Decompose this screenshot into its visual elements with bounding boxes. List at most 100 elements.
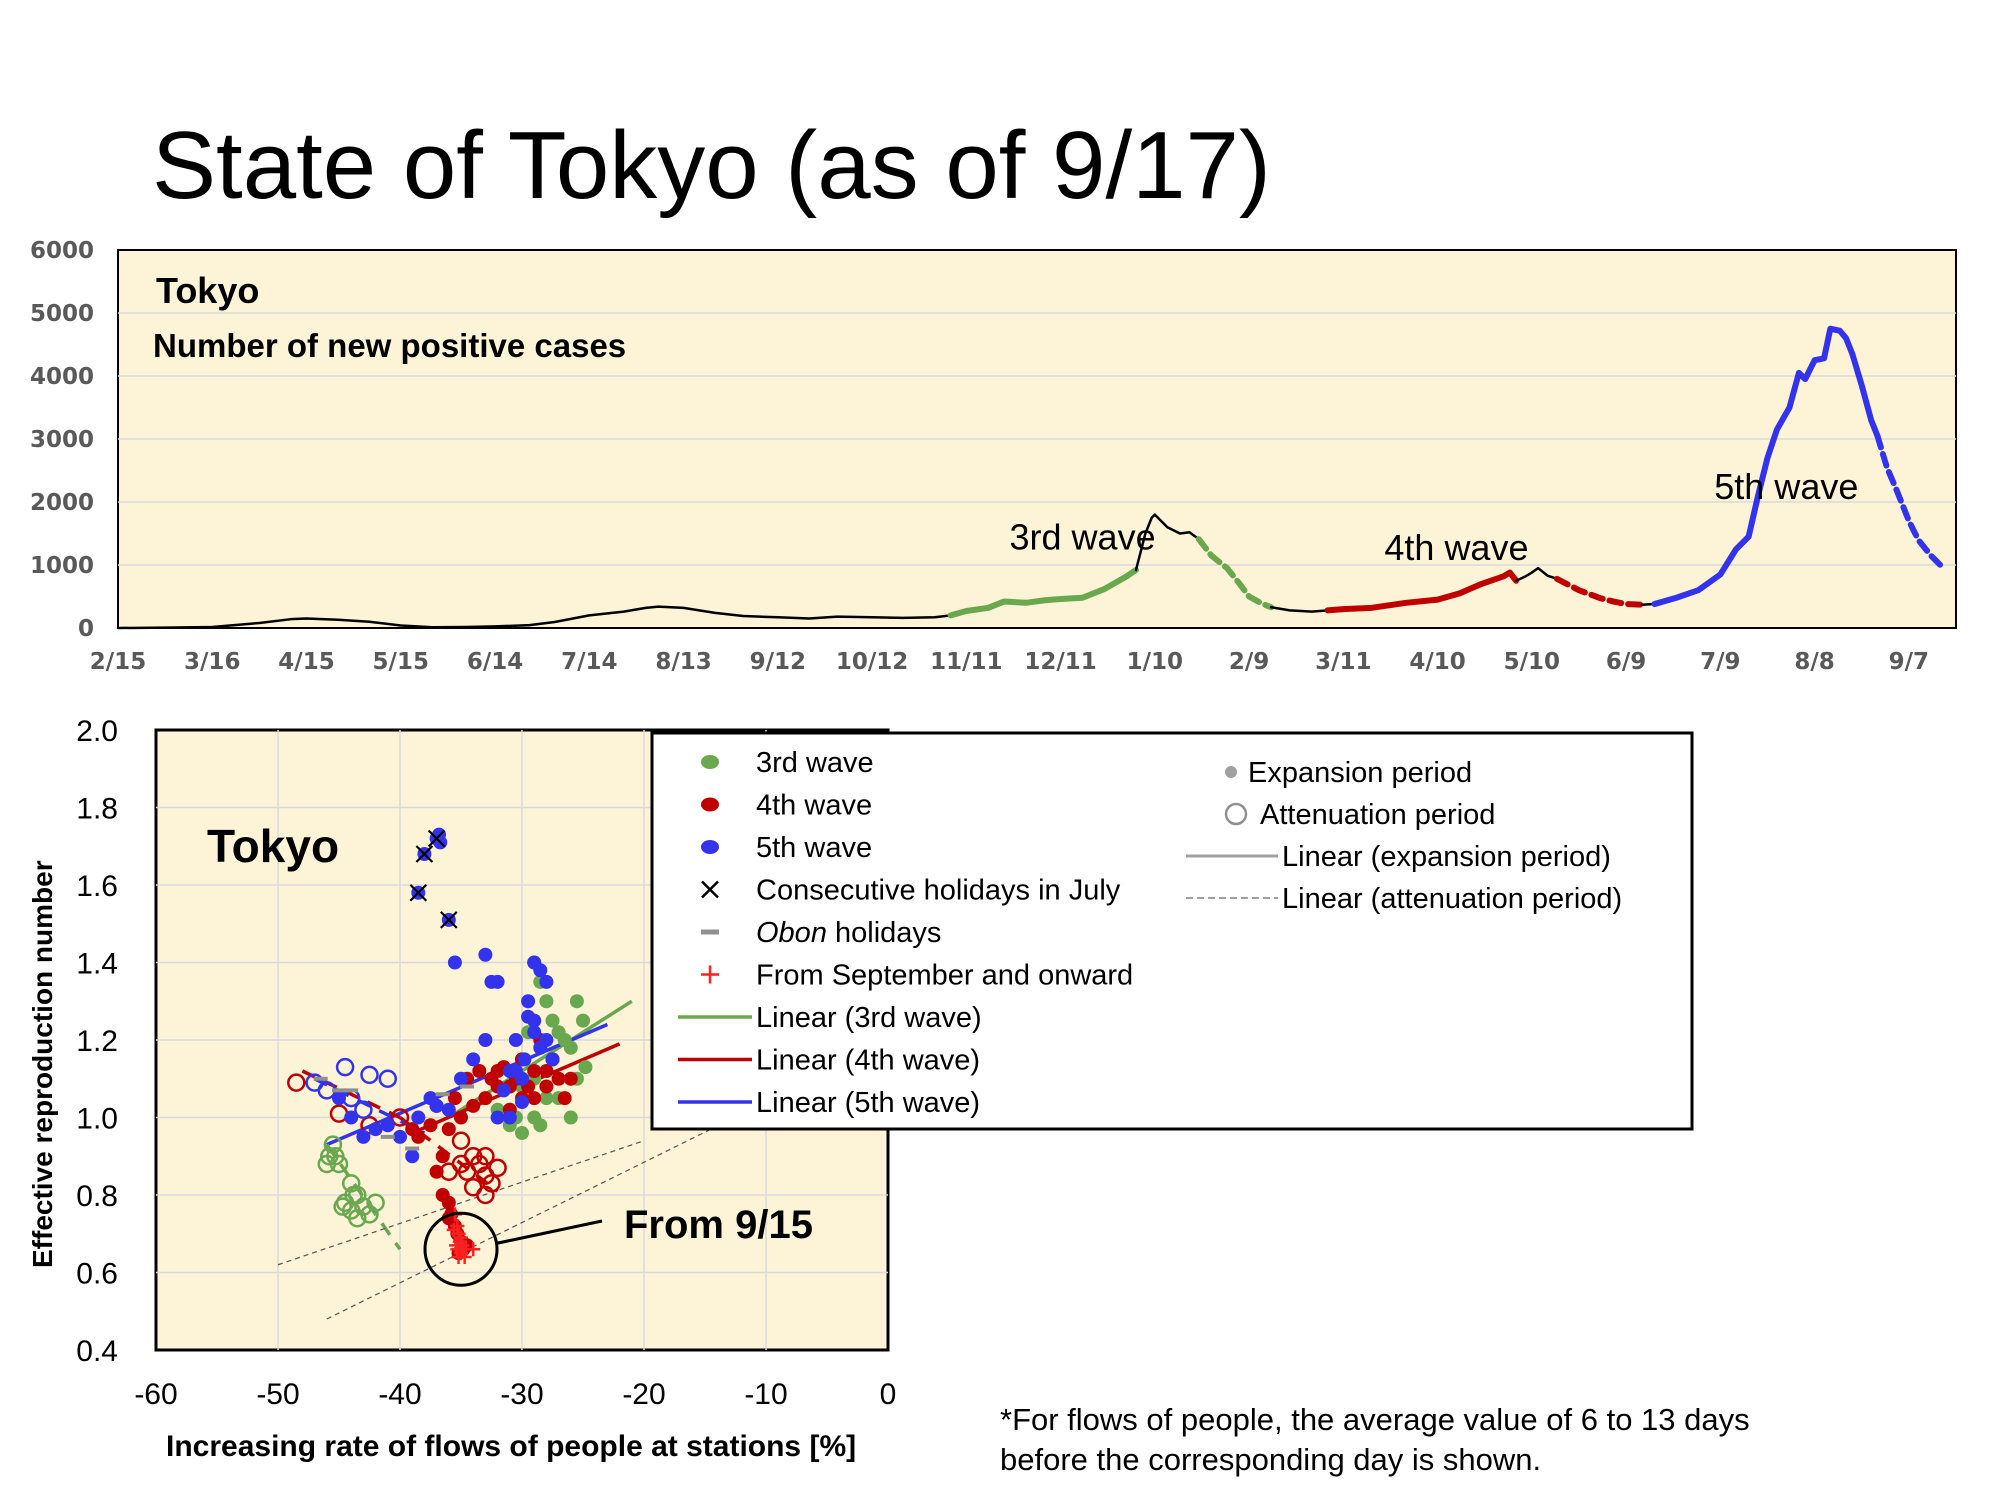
point-5th-expansion <box>533 963 548 978</box>
trend-line-3rd-attenuation <box>325 1143 402 1251</box>
callout-pointer-line <box>496 1219 603 1245</box>
legend-label: Consecutive holidays in July <box>756 875 1121 907</box>
scatter-x-tick-label: -20 <box>622 1378 665 1411</box>
top-x-tick-label: 9/12 <box>750 649 806 675</box>
top-x-tick-label: 2/15 <box>90 649 146 675</box>
point-3rd-attenuation <box>333 1197 352 1216</box>
cases-line <box>116 605 952 630</box>
top-x-tick-label: 5/10 <box>1504 649 1560 675</box>
point-5th-expansion <box>454 1071 468 1086</box>
top-x-tick-label: 8/13 <box>655 649 711 675</box>
point-5th-expansion <box>490 1110 505 1125</box>
point-4th-attenuation <box>439 1162 459 1181</box>
top-x-tick-label: 4/15 <box>278 649 334 675</box>
wave-5th-expansion-line <box>1651 325 1881 608</box>
point-5th-expansion <box>521 994 536 1009</box>
point-5th-expansion <box>344 1110 359 1125</box>
point-3rd-attenuation <box>329 1154 349 1174</box>
cases-line <box>1514 566 1559 582</box>
point-4th-expansion <box>454 1110 468 1125</box>
point-5th-expansion <box>515 1071 529 1086</box>
wave-3rd-attenuation-line <box>1195 536 1275 611</box>
scatter-region-label: Tokyo <box>207 820 339 872</box>
y-axis-label: Effective reproduction number <box>27 860 58 1268</box>
legend-label: Linear (4th wave) <box>756 1045 980 1077</box>
point-july-holiday <box>440 911 458 929</box>
point-3rd-attenuation <box>348 1209 367 1228</box>
top-x-tick-label: 7/14 <box>561 649 617 675</box>
legend-marker-filled-dot <box>1225 766 1237 778</box>
point-july-holiday <box>427 829 446 848</box>
point-5th-expansion <box>490 974 505 989</box>
point-5th-expansion <box>502 1110 517 1125</box>
point-5th-expansion <box>515 1095 529 1109</box>
point-4th-attenuation <box>488 1158 507 1178</box>
reference-line <box>326 1101 767 1320</box>
point-3rd-expansion <box>539 1091 554 1106</box>
top-x-tick-label: 11/11 <box>930 649 1002 675</box>
top-x-tick-label: 2/9 <box>1229 649 1269 675</box>
point-4th-expansion <box>539 1064 554 1078</box>
point-4th-expansion <box>478 1091 493 1106</box>
legend-period-label: Linear (expansion period) <box>1282 841 1611 873</box>
point-3rd-expansion <box>563 1110 578 1125</box>
scatter-y-tick-label: 0.8 <box>76 1180 118 1213</box>
point-3rd-attenuation <box>366 1193 385 1212</box>
top-y-tick-label: 4000 <box>30 364 94 390</box>
top-y-tick-label: 0 <box>78 616 94 642</box>
top-x-tick-label: 4/10 <box>1409 649 1465 675</box>
point-4th-attenuation <box>451 1131 471 1150</box>
top-x-tick-label: 6/14 <box>467 649 523 675</box>
point-4th-expansion <box>423 1118 438 1133</box>
legend-label-italic: Obon <box>756 917 827 949</box>
point-5th-attenuation <box>378 1069 398 1088</box>
legend-label: Linear (5th wave) <box>756 1087 980 1119</box>
legend-box <box>650 731 1694 1131</box>
point-3rd-expansion <box>576 1013 590 1028</box>
top-x-tick-label: 8/8 <box>1794 649 1834 675</box>
top-y-tick-label: 3000 <box>30 427 94 453</box>
point-july-holiday <box>409 883 428 902</box>
point-4th-expansion <box>527 1064 542 1078</box>
point-4th-expansion <box>429 1164 444 1179</box>
scatter-y-tick-label: 1.2 <box>76 1025 118 1058</box>
top-x-tick-label: 10/12 <box>836 649 908 675</box>
point-3rd-expansion <box>563 1040 578 1055</box>
top-y-tick-label: 1000 <box>30 553 94 579</box>
wave-annotation: 4th wave <box>1384 527 1528 568</box>
point-3rd-expansion <box>545 1013 560 1028</box>
wave-5th-attenuation-line <box>1874 432 1944 568</box>
point-4th-expansion <box>557 1091 572 1106</box>
legend-label: 4th wave <box>756 790 872 822</box>
point-5th-expansion <box>478 947 493 962</box>
point-4th-expansion <box>441 1122 456 1137</box>
legend-label: From September and onward <box>756 960 1133 992</box>
scatter-y-tick-label: 1.6 <box>76 870 118 903</box>
point-5th-expansion <box>368 1122 383 1137</box>
scatter-x-tick-label: 0 <box>880 1378 897 1411</box>
legend-marker-plus <box>701 965 719 984</box>
scatter-y-tick-label: 1.8 <box>76 793 118 826</box>
wave-4th-attenuation-line <box>1553 575 1645 608</box>
scatter-x-tick-label: -30 <box>500 1378 543 1411</box>
point-5th-expansion <box>332 1091 346 1106</box>
point-3rd-attenuation <box>344 1185 363 1205</box>
point-september <box>449 1238 464 1253</box>
legend-period-label: Attenuation period <box>1260 799 1495 831</box>
top-x-tick-label: 7/9 <box>1700 649 1740 675</box>
scatter-x-tick-label: -50 <box>256 1378 299 1411</box>
point-5th-expansion <box>496 1083 511 1098</box>
point-5th-expansion <box>502 1064 517 1078</box>
point-5th-expansion <box>411 1110 426 1125</box>
scatter-y-tick-label: 1.0 <box>76 1103 118 1136</box>
legend-marker-open-circle <box>1224 802 1248 826</box>
cases-line <box>1269 605 1329 613</box>
top-x-tick-label: 3/11 <box>1315 649 1371 675</box>
scatter-y-tick-label: 0.6 <box>76 1258 118 1291</box>
point-5th-expansion <box>539 974 554 989</box>
scatter-x-tick-label: -40 <box>378 1378 421 1411</box>
wave-annotation: 3rd wave <box>1010 516 1156 557</box>
point-5th-expansion <box>478 1033 493 1047</box>
legend-label: 5th wave <box>756 832 872 864</box>
